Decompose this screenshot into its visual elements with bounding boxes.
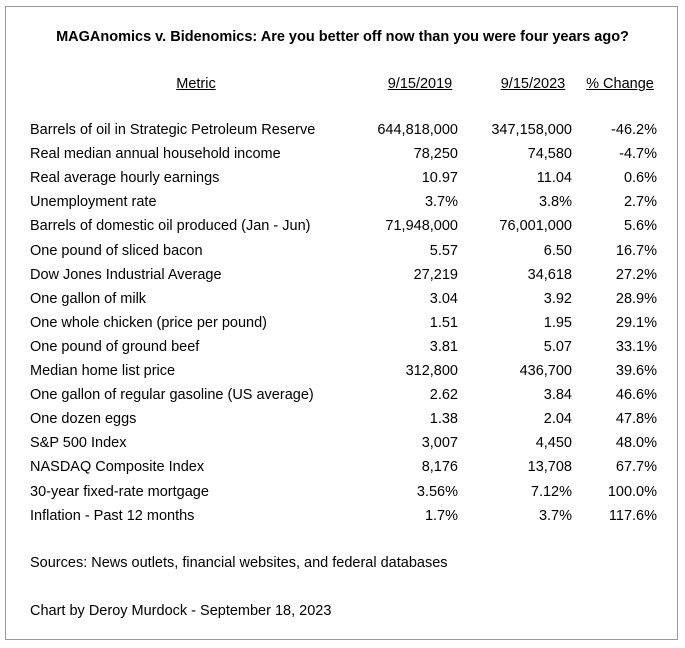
cell-value: 7.12% (530, 483, 572, 500)
metric-name: Real average hourly earnings (30, 170, 220, 187)
cell-value: 1.95 (543, 314, 572, 331)
cell-value: 347,158,000 (491, 122, 572, 138)
cell-value: 78,250 (413, 146, 458, 163)
cell-value: 33.1% (615, 338, 657, 355)
cell-value: 3.7% (424, 194, 458, 211)
cell-value: 3,007 (421, 435, 458, 452)
cell-value: 436,700 (519, 363, 572, 379)
cell-value: 76,001,000 (499, 218, 572, 235)
cell-value: 0.6% (623, 170, 657, 187)
cell-value: -4.7% (619, 146, 657, 163)
column-header: % Change (586, 76, 654, 92)
cell-value: 3.92 (543, 290, 572, 307)
metric-name: One pound of ground beef (30, 338, 200, 355)
column-header: 9/15/2019 (387, 76, 453, 92)
metric-name: Unemployment rate (30, 194, 157, 211)
cell-value: 39.6% (615, 363, 657, 379)
metric-name: Median home list price (30, 363, 176, 379)
cell-value: 5.57 (429, 242, 458, 259)
cell-value: 34,618 (527, 266, 572, 283)
metric-name: Barrels of domestic oil produced (Jan - … (30, 218, 311, 235)
metric-name: Dow Jones Industrial Average (30, 266, 222, 283)
metric-name: NASDAQ Composite Index (30, 459, 205, 476)
cell-value: 1.38 (429, 411, 458, 428)
metric-name: S&P 500 Index (30, 435, 127, 452)
metric-name: One whole chicken (price per pound) (30, 314, 267, 331)
cell-value: 3.7% (538, 507, 572, 524)
cell-value: 27,219 (413, 266, 458, 283)
title: MAGAnomics v. Bidenomics: Are you better… (56, 29, 629, 45)
cell-value: 3.56% (416, 483, 458, 500)
cell-value: 8,176 (421, 459, 458, 476)
metric-name: One gallon of regular gasoline (US avera… (30, 387, 314, 404)
sources: Sources: News outlets, financial website… (30, 555, 448, 571)
cell-value: 27.2% (615, 266, 657, 283)
cell-value: 644,818,000 (377, 122, 458, 138)
cell-value: 4,450 (535, 435, 572, 452)
cell-value: 46.6% (615, 387, 657, 404)
frame (5, 6, 678, 640)
cell-value: 2.04 (543, 411, 572, 428)
cell-value: 10.97 (421, 170, 458, 187)
cell-value: 16.7% (615, 242, 657, 259)
cell-value: 3.81 (429, 338, 458, 355)
cell-value: 47.8% (615, 411, 657, 428)
cell-value: 11.04 (536, 170, 572, 187)
cell-value: 1.7% (424, 507, 458, 524)
cell-value: 5.07 (543, 338, 572, 355)
metric-name: Barrels of oil in Strategic Petroleum Re… (30, 122, 316, 138)
metric-name: One dozen eggs (30, 411, 137, 428)
cell-value: 74,580 (527, 146, 572, 163)
cell-value: 117.6% (608, 507, 657, 524)
column-header: 9/15/2023 (500, 76, 566, 92)
metric-name: Inflation - Past 12 months (30, 507, 195, 524)
cell-value: 3.04 (429, 290, 458, 307)
metric-name: One pound of sliced bacon (30, 242, 203, 259)
cell-value: 3.8% (538, 194, 572, 211)
column-header: Metric (176, 76, 216, 92)
credit: Chart by Deroy Murdock - September 18, 2… (30, 603, 332, 619)
cell-value: 100.0% (607, 483, 657, 500)
cell-value: 3.84 (543, 387, 572, 404)
metric-name: Real median annual household income (30, 146, 281, 163)
cell-value: 71,948,000 (385, 218, 458, 235)
cell-value: 6.50 (543, 242, 572, 259)
cell-value: 28.9% (615, 290, 657, 307)
cell-value: 2.7% (623, 194, 657, 211)
cell-value: 29.1% (615, 314, 657, 331)
cell-value: -46.2% (611, 122, 657, 138)
cell-value: 1.51 (429, 314, 458, 331)
metric-name: 30-year fixed-rate mortgage (30, 483, 209, 500)
cell-value: 67.7% (615, 459, 657, 476)
cell-value: 312,800 (405, 363, 458, 379)
cell-value: 2.62 (429, 387, 458, 404)
cell-value: 5.6% (623, 218, 657, 235)
metric-name: One gallon of milk (30, 290, 147, 307)
cell-value: 13,708 (527, 459, 572, 476)
cell-value: 48.0% (615, 435, 657, 452)
